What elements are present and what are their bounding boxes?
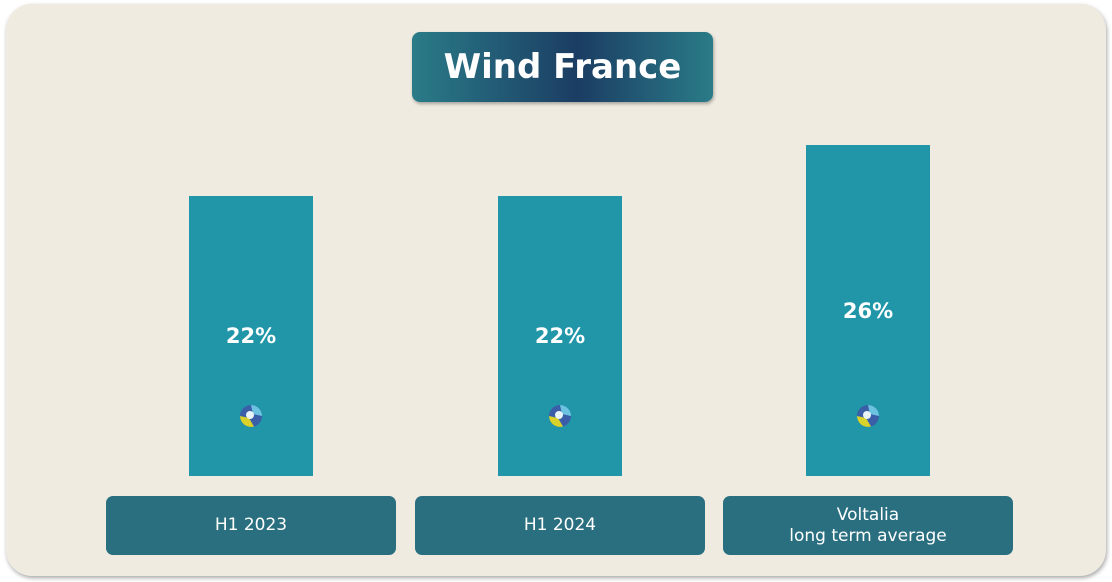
category-label: Voltalia long term average [723,496,1013,555]
logo-icon [856,404,880,428]
chart-title: Wind France [412,32,713,102]
logo-icon [239,404,263,428]
category-label: H1 2023 [106,496,396,555]
value-label: 26% [842,298,894,323]
value-label: 22% [225,323,277,348]
value-label: 22% [534,323,586,348]
category-label: H1 2024 [415,496,705,555]
logo-icon [548,404,572,428]
bar [189,195,313,476]
bar [498,195,622,476]
